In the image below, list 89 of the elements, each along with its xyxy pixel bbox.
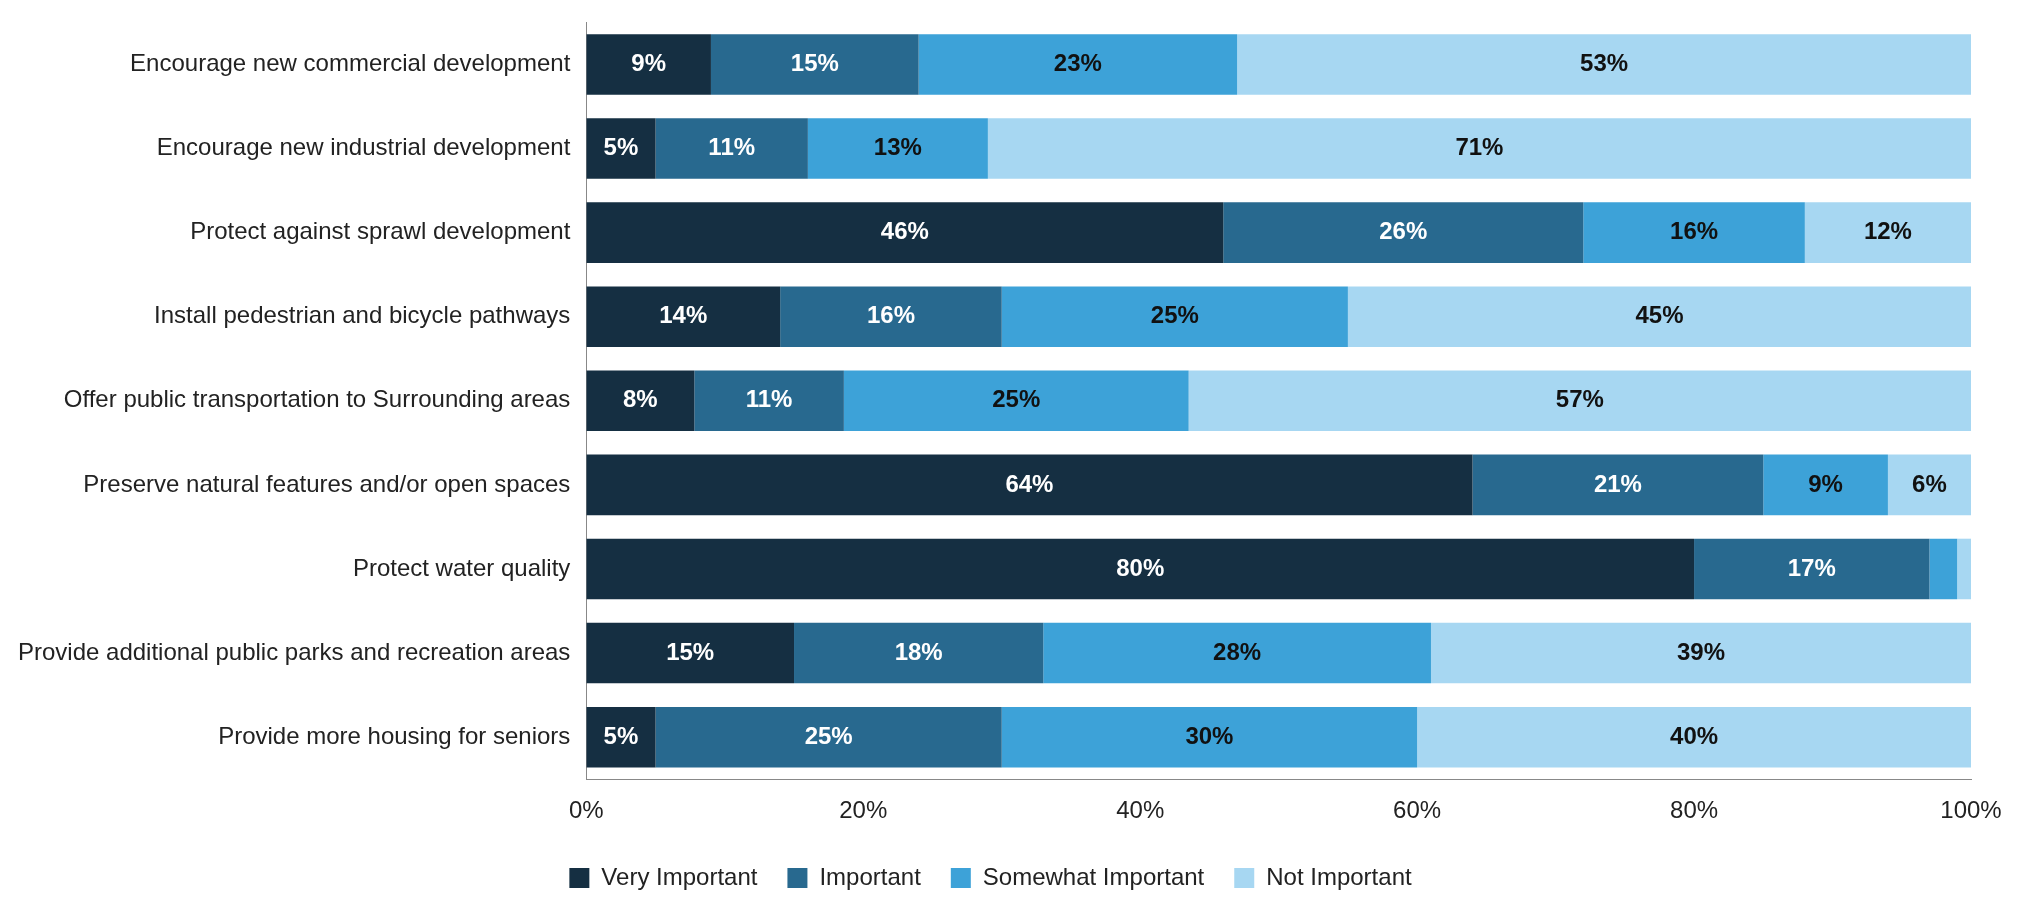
bar — [843, 370, 1189, 432]
data-label: 25% — [992, 385, 1041, 413]
data-label: 11% — [708, 133, 756, 161]
data-label: 57% — [1555, 385, 1604, 413]
data-label: 28% — [1213, 637, 1262, 665]
bar — [586, 454, 1473, 516]
x-tick-label: 100% — [1940, 796, 2002, 824]
bar — [655, 118, 808, 179]
data-label: 17% — [1787, 553, 1836, 581]
bar — [586, 34, 711, 95]
x-tick-label: 40% — [1116, 796, 1165, 824]
bar — [1001, 286, 1348, 347]
bar — [780, 286, 1002, 347]
data-label: 6% — [1912, 469, 1947, 497]
y-tick-label: Provide more housing for seniors — [218, 721, 571, 749]
x-tick-label: 0% — [568, 796, 604, 824]
data-label: 9% — [1808, 469, 1843, 497]
bar — [987, 118, 1971, 179]
bar — [1694, 538, 1930, 600]
x-tick-label: 20% — [839, 796, 888, 824]
data-label: 5% — [603, 721, 639, 749]
data-label: 26% — [1379, 217, 1428, 245]
bar — [1188, 370, 1971, 432]
data-label: 16% — [866, 301, 915, 329]
data-label: 25% — [804, 721, 853, 749]
bar — [1804, 202, 1971, 263]
data-label: 40% — [1670, 721, 1719, 749]
bar — [918, 34, 1238, 95]
y-tick-label: Encourage new industrial development — [156, 133, 571, 161]
bar — [655, 706, 1002, 768]
y-tick-label: Provide additional public parks and recreation areas — [18, 637, 571, 665]
data-label: 13% — [873, 133, 922, 161]
x-tick-label: 80% — [1670, 796, 1719, 824]
bar — [586, 538, 1695, 600]
y-tick-label: Preserve natural features and/or open spaces — [83, 469, 571, 497]
bar — [1237, 34, 1971, 95]
data-label: 16% — [1670, 217, 1719, 245]
data-label: 18% — [894, 637, 943, 665]
legend-label: Very Important — [601, 862, 758, 890]
legend-label: Important — [819, 862, 922, 890]
legend-label: Not Important — [1266, 862, 1412, 890]
data-label: 9% — [631, 49, 666, 77]
bar — [1957, 538, 1971, 600]
data-label: 46% — [880, 217, 929, 245]
data-label: 39% — [1676, 637, 1726, 665]
y-tick-label: Protect water quality — [352, 553, 571, 581]
data-label: 64% — [1005, 469, 1054, 497]
bar — [1763, 454, 1888, 516]
bar — [1043, 622, 1431, 684]
bar — [586, 286, 781, 347]
data-label: 15% — [790, 49, 839, 77]
bar — [1417, 706, 1971, 768]
bar — [586, 370, 695, 432]
bar — [586, 706, 656, 768]
bar — [1887, 454, 1971, 516]
data-label: 30% — [1185, 721, 1234, 749]
bar — [807, 118, 988, 179]
y-tick-label: Offer public transportation to Surrounding areas — [63, 385, 571, 413]
data-label: 14% — [659, 301, 708, 329]
data-label: 45% — [1635, 301, 1684, 329]
bar — [1472, 454, 1764, 516]
bar — [586, 118, 656, 179]
data-label: 25% — [1150, 301, 1199, 329]
bar — [586, 622, 795, 684]
bar — [1347, 286, 1971, 347]
data-label: 21% — [1593, 469, 1642, 497]
data-label: 8% — [622, 385, 658, 413]
data-label: 11% — [745, 385, 793, 413]
bar — [1929, 538, 1958, 600]
bar — [1430, 622, 1971, 684]
legend-label: Somewhat Important — [982, 862, 1205, 890]
x-tick-label: 60% — [1393, 796, 1442, 824]
bar — [1223, 202, 1584, 263]
bar — [1001, 706, 1418, 768]
data-label: 80% — [1116, 553, 1165, 581]
y-tick-label: Encourage new commercial development — [130, 49, 571, 77]
bar — [794, 622, 1044, 684]
data-label: 23% — [1053, 49, 1102, 77]
data-label: 71% — [1455, 133, 1504, 161]
bar — [1583, 202, 1805, 263]
bar — [586, 202, 1224, 263]
data-label: 5% — [603, 133, 639, 161]
bar — [710, 34, 919, 95]
y-tick-label: Install pedestrian and bicycle pathways — [154, 301, 571, 329]
bar — [694, 370, 844, 432]
data-label: 12% — [1863, 217, 1912, 245]
data-label: 53% — [1580, 49, 1629, 77]
y-tick-label: Protect against sprawl development — [190, 217, 571, 245]
data-label: 15% — [666, 637, 715, 665]
